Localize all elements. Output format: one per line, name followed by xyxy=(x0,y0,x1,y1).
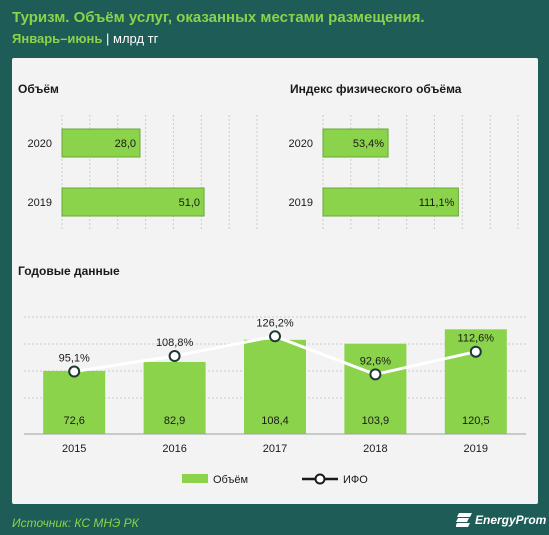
annual-chart-title: Годовые данные xyxy=(18,264,120,278)
index-chart-category-label: 2020 xyxy=(289,138,313,150)
annual-chart-ifo-marker xyxy=(369,368,382,381)
annual-chart-ifo-value-label: 126,2% xyxy=(256,317,294,329)
annual-chart-bar xyxy=(43,370,106,434)
annual-chart-bars: 72,6 82,9 108,4 103,9 120,5 xyxy=(43,329,507,434)
annual-chart-ifo-value-label: 112,6% xyxy=(458,333,495,345)
annual-chart-ifo-marker xyxy=(269,330,281,343)
chart-subtitle: Январь–июнь | млрд тг xyxy=(12,31,158,46)
annual-chart-bar-value-label: 103,9 xyxy=(362,415,390,427)
annual-chart-x-tick-label: 2015 xyxy=(62,443,86,455)
charts-svg: Объём 2020 28,0 2019 51,0 Индекс физическог… xyxy=(18,82,526,486)
annual-chart-bar-value-label: 82,9 xyxy=(164,415,185,427)
annual-chart-ifo-value-label: 95,1% xyxy=(59,353,90,365)
annual-chart-ifo-marker xyxy=(168,350,181,363)
index-chart-bars: 2020 53,4% 2019 111,1% xyxy=(289,128,459,217)
annual-chart-x-tick-label: 2017 xyxy=(263,443,287,455)
volume-chart-value-label: 51,0 xyxy=(179,197,200,209)
legend-label-volume: Объём xyxy=(213,474,248,486)
annual-chart-line: 95,1% 108,8% 126,2% 92,6% 112,6% xyxy=(59,317,495,381)
volume-chart-bar xyxy=(61,128,141,158)
period-label: Январь–июнь xyxy=(12,31,103,46)
volume-chart-bars: 2020 28,0 2019 51,0 xyxy=(28,128,205,217)
volume-chart-grid xyxy=(61,115,258,230)
chart-title: Туризм. Объём услуг, оказанных местами р… xyxy=(12,9,425,26)
annual-chart-bar-value-label: 72,6 xyxy=(63,415,84,427)
logo-text: EnergyProm xyxy=(475,513,547,527)
annual-chart-x-tick-label: 2018 xyxy=(363,443,387,455)
annual-chart-bar-value-label: 120,5 xyxy=(462,415,490,427)
annual-chart-ifo-value-label: 108,8% xyxy=(156,337,194,349)
index-chart-bar xyxy=(322,187,459,217)
index-chart-value-label: 53,4% xyxy=(353,138,384,150)
source-note: Источник: КС МНЭ РК xyxy=(12,516,139,530)
index-chart-bar xyxy=(322,128,389,158)
annual-chart-ifo-marker xyxy=(68,365,81,378)
separator: | xyxy=(105,31,110,46)
index-chart-category-label: 2019 xyxy=(289,197,313,209)
legend-label-ifo: ИФО xyxy=(343,474,368,486)
annual-chart-x-axis: 2015 2016 2017 2018 2019 xyxy=(24,433,526,455)
annual-chart-ifo-marker xyxy=(469,345,482,358)
annual-chart-bar xyxy=(143,361,206,434)
legend-marker-ifo xyxy=(314,473,326,485)
index-chart-grid xyxy=(322,115,519,230)
volume-chart-category-label: 2020 xyxy=(28,138,52,150)
energyprom-logo-icon xyxy=(456,513,472,527)
annual-chart-x-tick-label: 2019 xyxy=(464,443,488,455)
volume-chart-bar xyxy=(61,187,205,217)
chart-panel: Объём 2020 28,0 2019 51,0 Индекс физическог… xyxy=(12,58,538,504)
energyprom-logo: EnergyProm xyxy=(456,513,546,527)
unit-label: млрд тг xyxy=(113,31,159,46)
annual-chart-ifo-value-label: 92,6% xyxy=(360,355,391,367)
annual-chart-bar-value-label: 108,4 xyxy=(261,415,289,427)
annual-chart-bar xyxy=(244,339,306,434)
legend-swatch-volume xyxy=(182,474,208,483)
annual-chart-bar xyxy=(344,343,407,434)
index-chart-value-label: 111,1% xyxy=(419,197,455,209)
annual-chart-x-tick-label: 2016 xyxy=(162,443,186,455)
volume-chart-value-label: 28,0 xyxy=(115,138,136,150)
legend: Объём ИФО xyxy=(182,473,368,486)
index-chart-title: Индекс физического объёма xyxy=(290,82,462,96)
volume-chart-category-label: 2019 xyxy=(28,197,52,209)
volume-chart-title: Объём xyxy=(18,82,59,96)
